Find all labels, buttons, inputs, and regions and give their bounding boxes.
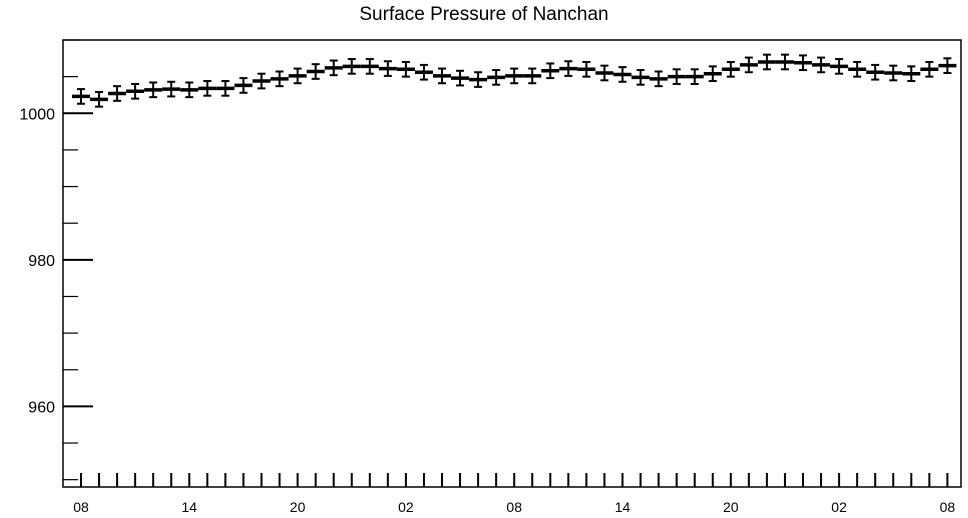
data-points: [72, 53, 957, 108]
data-point: [505, 67, 524, 85]
data-point: [288, 67, 307, 85]
data-point: [90, 91, 109, 108]
plot-frame: [62, 39, 962, 488]
data-point: [685, 68, 704, 85]
x-tick-label: 14: [615, 499, 631, 515]
data-point: [541, 62, 560, 80]
data-point: [884, 64, 903, 82]
data-point: [848, 60, 867, 78]
data-point: [523, 67, 542, 85]
data-point: [866, 63, 885, 81]
x-tick-label: 20: [723, 499, 739, 515]
x-tick-label: 08: [506, 499, 522, 515]
data-point: [938, 57, 957, 74]
data-point: [270, 70, 289, 88]
x-tick-label: 08: [73, 499, 89, 515]
data-point: [216, 80, 235, 97]
data-point: [631, 69, 650, 86]
data-point: [324, 59, 343, 77]
data-point: [72, 88, 90, 105]
data-point: [396, 60, 415, 78]
y-tick-label: 960: [28, 399, 55, 416]
data-point: [414, 63, 433, 81]
data-point: [775, 53, 794, 71]
y-tick-label: 980: [28, 253, 55, 270]
data-point: [234, 77, 253, 94]
data-point: [794, 54, 812, 72]
data-point: [830, 58, 849, 75]
data-point: [198, 80, 217, 97]
data-point: [144, 81, 163, 99]
data-point: [559, 60, 578, 77]
x-tick-label: 02: [398, 499, 414, 515]
x-tick-label: 20: [290, 499, 306, 515]
data-point: [306, 63, 325, 80]
x-tick-label: 08: [940, 499, 956, 515]
y-tick-label: 1000: [19, 106, 55, 123]
data-point: [360, 58, 379, 75]
data-point: [812, 56, 831, 74]
x-tick-label: 14: [182, 499, 198, 515]
data-point: [757, 53, 776, 71]
data-point: [252, 72, 271, 90]
data-point: [487, 69, 506, 86]
y-axis: 960 980 1000: [19, 39, 93, 481]
data-point: [739, 56, 758, 74]
data-point: [162, 80, 181, 98]
data-point: [378, 60, 397, 77]
data-point: [703, 65, 722, 83]
data-point: [342, 58, 361, 75]
data-point: [577, 60, 596, 78]
data-point: [108, 85, 127, 102]
data-point: [920, 60, 939, 78]
data-point: [649, 70, 668, 88]
data-point: [613, 66, 632, 83]
data-point: [469, 71, 488, 88]
data-point: [126, 82, 145, 100]
data-point: [902, 65, 921, 83]
data-point: [721, 60, 740, 78]
data-point: [595, 64, 614, 82]
x-tick-label: 02: [831, 499, 847, 515]
x-axis: 08 14 20 02 08 14 20 02 08: [73, 473, 955, 515]
data-point: [180, 81, 199, 99]
data-point: [433, 67, 451, 85]
data-point: [451, 69, 470, 87]
data-point: [667, 68, 686, 85]
chart-title: Surface Pressure of Nanchan: [359, 4, 609, 25]
